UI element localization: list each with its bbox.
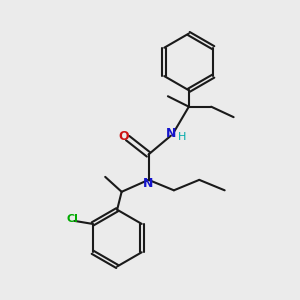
Text: O: O: [119, 130, 129, 143]
Text: N: N: [166, 127, 177, 140]
Text: H: H: [178, 133, 186, 142]
Text: N: N: [143, 177, 154, 190]
Text: Cl: Cl: [66, 214, 78, 224]
